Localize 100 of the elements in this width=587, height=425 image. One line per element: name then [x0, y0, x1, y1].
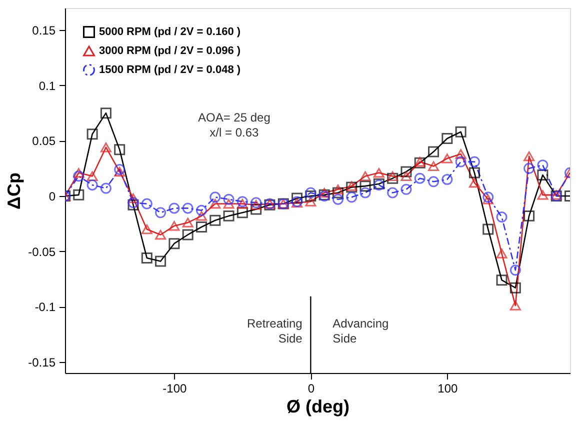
point — [537, 160, 548, 171]
point — [182, 218, 194, 228]
point — [182, 202, 194, 214]
point — [305, 196, 316, 206]
point — [114, 144, 126, 156]
point — [524, 151, 535, 162]
y-tick-label: 0.05 — [32, 134, 56, 148]
point — [128, 193, 139, 204]
point — [332, 184, 344, 194]
point — [400, 184, 412, 195]
point — [168, 238, 180, 250]
point — [468, 167, 480, 178]
point — [236, 198, 248, 209]
point — [100, 182, 112, 194]
point — [428, 161, 440, 172]
point — [468, 156, 480, 168]
point — [223, 198, 234, 209]
point — [318, 188, 330, 198]
point — [86, 179, 98, 190]
point — [400, 166, 412, 178]
point — [387, 187, 398, 198]
y-tick-label: -0.1 — [34, 300, 56, 314]
point — [360, 171, 371, 181]
point — [168, 202, 180, 214]
point — [196, 211, 207, 221]
point — [496, 212, 508, 223]
y-tick-label: 0 — [48, 190, 56, 204]
point — [414, 172, 426, 184]
legend-label: 5000 RPM (pd / 2V = 0.160 ) — [99, 26, 241, 38]
point — [510, 282, 521, 294]
point — [496, 274, 508, 286]
point — [400, 171, 412, 181]
point — [210, 198, 221, 209]
point — [442, 154, 453, 164]
point — [537, 170, 548, 181]
annotation: Retreating Side — [246, 316, 303, 346]
y-axis-title: ΔCp — [4, 172, 24, 210]
point — [468, 178, 480, 188]
point — [210, 192, 221, 203]
point — [73, 170, 84, 182]
point — [155, 207, 166, 218]
point — [141, 252, 152, 264]
point — [196, 204, 207, 216]
point — [387, 171, 398, 181]
point — [155, 230, 166, 240]
y-tick-label: 0.1 — [38, 78, 56, 93]
point — [496, 248, 508, 258]
point — [292, 192, 303, 204]
y-tick-label: -0.15 — [28, 355, 56, 370]
point — [455, 156, 466, 168]
x-axis-title: Ø (deg) — [286, 396, 350, 416]
point — [223, 194, 234, 205]
point — [100, 142, 112, 152]
y-tick-label: -0.05 — [28, 244, 56, 259]
point — [387, 172, 398, 184]
point — [428, 176, 440, 188]
x-tick-label: 100 — [438, 382, 458, 396]
point — [524, 162, 535, 174]
point — [86, 128, 98, 140]
point — [537, 190, 548, 200]
point — [305, 190, 316, 202]
point — [373, 168, 384, 178]
point — [100, 108, 112, 119]
point — [442, 174, 453, 185]
point — [114, 166, 126, 177]
point — [428, 146, 440, 158]
point — [141, 198, 152, 210]
legend-label: 1500 RPM (pd / 2V = 0.048 ) — [99, 64, 241, 76]
point — [305, 187, 316, 198]
point — [360, 187, 371, 198]
point — [482, 194, 494, 204]
point — [196, 222, 207, 232]
point — [455, 149, 466, 159]
point — [524, 210, 535, 222]
point — [86, 171, 98, 181]
point — [346, 192, 358, 203]
y-tick-label: 0.15 — [32, 24, 56, 38]
point — [455, 126, 466, 138]
legend-label: 3000 RPM (pd / 2V = 0.096 ) — [99, 45, 241, 57]
point — [182, 229, 194, 240]
annotation: AOA= 25 deg x/l = 0.63 — [198, 110, 270, 140]
point — [168, 221, 180, 231]
point — [155, 256, 166, 267]
point — [223, 210, 234, 222]
point — [250, 204, 262, 215]
point — [73, 168, 84, 178]
point — [73, 189, 84, 200]
point — [332, 194, 344, 205]
annotation: Advancing Side — [332, 316, 389, 346]
point — [210, 214, 221, 226]
point — [482, 224, 494, 235]
point — [442, 133, 453, 144]
point — [510, 300, 521, 310]
point — [141, 224, 152, 234]
x-tick-label: -100 — [162, 382, 188, 396]
point — [332, 187, 344, 198]
x-tick-label: 0 — [308, 382, 315, 396]
point — [510, 264, 521, 276]
point — [360, 180, 371, 192]
point — [250, 200, 262, 210]
